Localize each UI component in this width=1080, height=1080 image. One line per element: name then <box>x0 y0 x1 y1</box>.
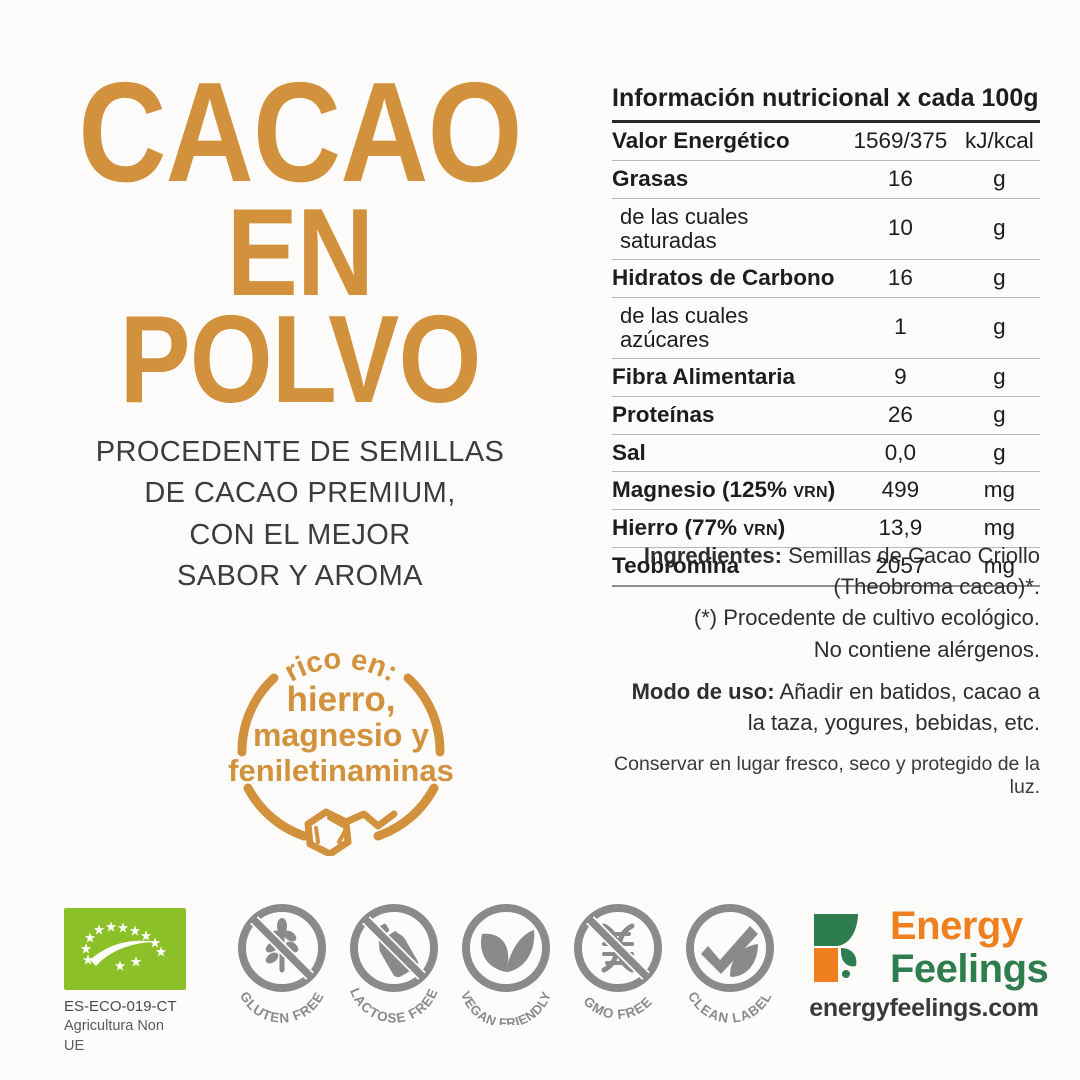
nutrient-label: Valor Energético <box>612 120 843 161</box>
nutrient-unit: g <box>958 396 1040 435</box>
nutrient-label: Teobromina <box>612 547 843 587</box>
badge-arc-label: rico en: <box>279 643 403 688</box>
nutrient-value: 9 <box>842 358 959 397</box>
nutrient-unit: g <box>958 358 1040 397</box>
svg-text:VEGAN FRIENDLY: VEGAN FRIENDLY <box>458 989 554 1025</box>
ingredients-text: Semillas de Cacao Criollo (Theobroma cac… <box>782 543 1040 600</box>
nutrient-label: Sal <box>612 434 843 473</box>
nutrient-unit: mg <box>958 547 1040 587</box>
svg-text:GLUTEN FREE: GLUTEN FREE <box>237 989 327 1025</box>
nutrient-unit: kJ/kcal <box>958 120 1040 161</box>
nutrient-value: 499 <box>842 471 959 510</box>
table-row: de las cuales saturadas 10 g <box>612 198 1040 260</box>
brand-website[interactable]: energyfeelings.com <box>809 994 1039 1022</box>
nutrient-unit: g <box>958 259 1040 298</box>
usage-label: Modo de uso: <box>631 679 775 704</box>
nutrient-unit: mg <box>958 509 1040 548</box>
seal-clean-label: CLEAN LABEL <box>676 900 784 1026</box>
nutrient-value: 16 <box>842 160 959 199</box>
seal-vegan-friendly: VEGAN FRIENDLY <box>452 900 560 1031</box>
nutrient-label: Fibra Alimentaria <box>612 358 843 397</box>
subtitle-line-1: PROCEDENTE DE SEMILLAS <box>95 436 505 468</box>
nutrient-value: 13,9 <box>842 509 959 548</box>
brand-name-feelings: Feelings <box>890 947 1049 991</box>
nutrition-heading: Información nutricional x cada 100g <box>612 84 1039 112</box>
nutrient-label: Hierro (77% VRN) <box>612 509 843 548</box>
eu-organic-origin: Agricultura Non UE <box>64 1018 164 1054</box>
nutrient-unit: g <box>958 198 1040 260</box>
eu-organic-certification: ES-ECO-019-CT Agricultura Non UE <box>64 908 186 1056</box>
seal-gmo-free: GMO FREE <box>564 900 672 1025</box>
product-title: CACAO EN POLVO <box>0 53 600 429</box>
table-row: Sal 0,0 g <box>612 434 1040 473</box>
brand-logo: Energy Feelings energyfeelings.com <box>808 906 1048 1024</box>
badge-ring-icon <box>237 673 445 856</box>
ingredients-block: Ingredientes: Semillas de Cacao Criollo … <box>612 540 1040 665</box>
check-leaf-icon <box>701 926 758 977</box>
seal-lactose-free: LACTOSE FREE <box>340 900 448 1026</box>
certification-row: ES-ECO-019-CT Agricultura Non UE <box>58 900 788 1054</box>
benzene-ring-icon <box>304 808 398 856</box>
nutrient-label: Hidratos de Carbono <box>612 259 843 298</box>
subtitle-line-2: DE CACAO PREMIUM, <box>144 477 456 510</box>
nutrient-label: Magnesio (125% VRN) <box>612 471 843 510</box>
nutrient-unit: g <box>958 434 1040 473</box>
subtitle-line-4: SABOR Y AROMA <box>177 560 423 593</box>
table-row: Hierro (77% VRN) 13,9 mg <box>612 509 1040 548</box>
nutrient-value: 1569/375 <box>842 120 959 161</box>
table-row: Magnesio (125% VRN) 499 mg <box>612 471 1040 510</box>
eu-organic-code: ES-ECO-019-CT <box>64 998 177 1015</box>
nutrient-unit: mg <box>958 471 1040 510</box>
nutrient-value: 16 <box>842 259 959 298</box>
usage-text: Añadir en batidos, cacao a la taza, yogu… <box>747 679 1040 736</box>
right-column: Información nutricional x cada 100g Valo… <box>605 0 1045 1080</box>
brand-wordmark: Energy Feelings <box>890 904 1049 991</box>
nutrient-unit: g <box>958 297 1040 360</box>
nutrition-table: Valor Energético 1569/375 kJ/kcal Grasas 16 g… <box>612 120 1040 587</box>
subtitle-line-3: CON EL MEJOR <box>189 518 411 551</box>
nutrient-label: Proteínas <box>612 396 843 435</box>
table-row: Hidratos de Carbono 16 g <box>612 259 1040 298</box>
nutrient-label: de las cuales azúcares <box>612 297 843 360</box>
table-row: Grasas 16 g <box>612 160 1040 199</box>
nutrient-label: Grasas <box>612 160 843 199</box>
eu-organic-leaf-icon <box>64 908 186 990</box>
ingredients-line: Ingredientes: Semillas de Cacao Criollo … <box>612 540 1040 602</box>
brand-name-energy: Energy <box>890 904 1023 948</box>
table-row: de las cuales azúcares 1 g <box>612 297 1040 360</box>
left-column: CACAO EN POLVO PROCEDENTE DE SEMILLAS DE… <box>0 53 774 1054</box>
rich-in-badge: rico en: hierro, magnesio y feniletinami… <box>196 628 486 856</box>
ingredients-organic-note: (*) Procedente de cultivo ecológico. <box>693 605 1040 631</box>
table-row: Proteínas 26 g <box>612 396 1040 435</box>
leaf-square-logo-icon <box>814 914 858 982</box>
usage-block: Modo de uso: Añadir en batidos, cacao a … <box>612 676 1040 738</box>
nutrient-value: 10 <box>842 198 959 260</box>
nutrient-value: 1 <box>842 297 959 360</box>
table-row: Valor Energético 1569/375 kJ/kcal <box>612 120 1040 161</box>
ingredients-allergen-note: No contiene alérgenos. <box>813 636 1040 662</box>
nutrient-value: 0,0 <box>842 434 959 473</box>
table-row: Fibra Alimentaria 9 g <box>612 358 1040 397</box>
leaves-icon <box>481 930 535 972</box>
badge-line-3: feniletinaminas <box>228 753 454 788</box>
badge-line-1: hierro, <box>286 680 396 719</box>
nutrient-label: de las cuales saturadas <box>612 198 843 260</box>
badge-line-2: magnesio y <box>252 717 430 753</box>
eu-organic-caption: ES-ECO-019-CT Agricultura Non UE <box>64 997 186 1056</box>
title-line-1: CACAO <box>78 53 522 212</box>
title-line-2: EN POLVO <box>119 184 481 429</box>
product-subtitle: PROCEDENTE DE SEMILLAS DE CACAO PREMIUM,… <box>0 432 600 598</box>
nutrient-value: 26 <box>842 396 959 435</box>
table-row: Teobromina 2057 mg <box>612 547 1040 587</box>
seal-gluten-free: GLUTEN FREE <box>228 900 336 1026</box>
storage-note: Conservar en lugar fresco, seco y proteg… <box>614 753 1040 798</box>
nutrient-value: 2057 <box>842 547 959 587</box>
ingredients-label: Ingredientes: <box>643 543 782 568</box>
nutrient-unit: g <box>958 160 1040 199</box>
